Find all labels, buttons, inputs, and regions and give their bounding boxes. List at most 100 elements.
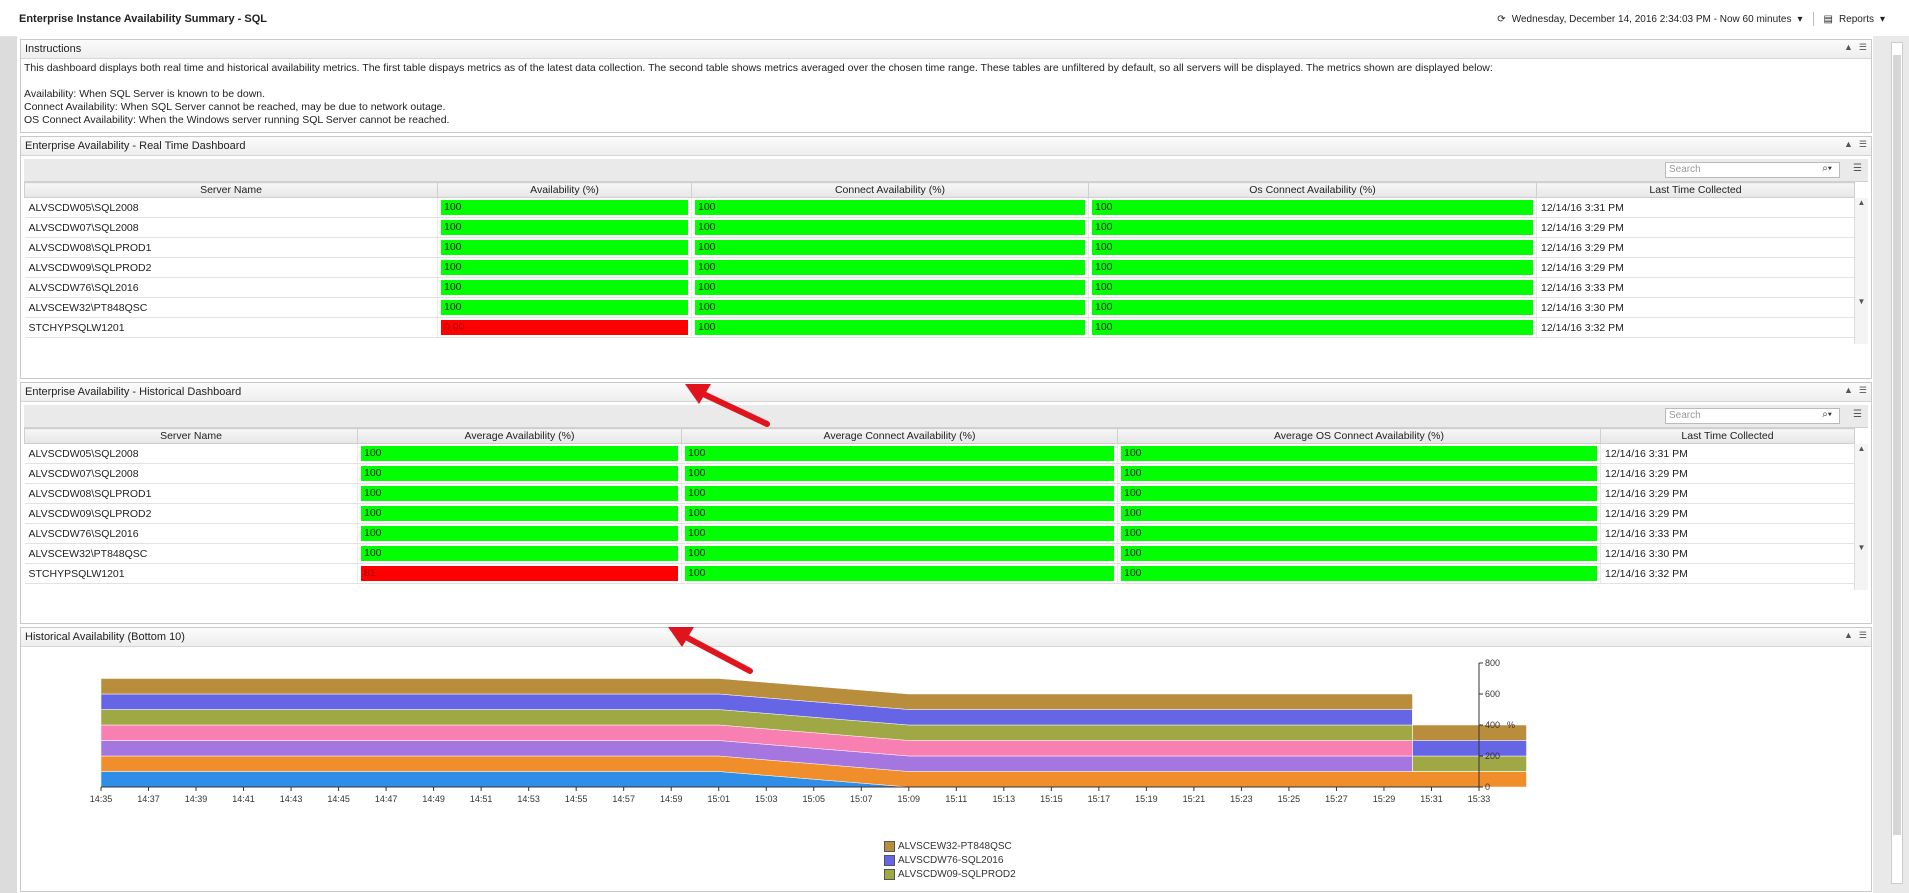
x-tick-label: 15:15 — [1040, 794, 1063, 804]
table-cell: 0.00 — [437, 317, 692, 338]
table-cell: 100 — [357, 523, 682, 544]
search-input[interactable]: Search — [1665, 162, 1840, 178]
table-scrollbar[interactable]: ▲ ▼ — [1854, 198, 1868, 344]
x-tick-label: 14:57 — [612, 794, 635, 804]
column-header[interactable]: Server Name — [24, 428, 358, 444]
table-cell: 100 — [691, 297, 1089, 318]
reports-dropdown-icon[interactable]: ▾ — [1879, 13, 1885, 25]
legend-item[interactable]: ALVSCEW32-PT848QSC — [884, 839, 1016, 853]
table-row[interactable]: ALVSCDW08\SQLPROD1 100 100 100 12/14/16 3:29… — [24, 237, 1855, 258]
table-cell: STCHYPSQLW1201 — [24, 317, 438, 338]
column-header[interactable]: Connect Availability (%) — [691, 182, 1089, 198]
collapse-icon[interactable]: ▲ — [1844, 42, 1853, 52]
table-row[interactable]: ALVSCDW76\SQL2016 100 100 100 12/14/16 3:33 … — [24, 277, 1855, 298]
column-header[interactable]: Last Time Collected — [1600, 428, 1855, 444]
collapse-icon[interactable]: ▲ — [1844, 139, 1853, 149]
x-tick-label: 14:39 — [185, 794, 208, 804]
value-bar: 100 — [361, 466, 678, 481]
table-cell: 100 — [437, 217, 692, 238]
column-menu-icon[interactable]: ☰ — [1853, 163, 1862, 174]
historical-table: Server Name Average Availability (%) Ave… — [24, 428, 1855, 584]
table-row[interactable]: ALVSCDW07\SQL2008 100 100 100 12/14/16 3:29 … — [24, 217, 1855, 238]
column-header[interactable]: Last Time Collected — [1536, 182, 1855, 198]
x-tick-label: 15:09 — [898, 794, 921, 804]
search-icon[interactable]: ⌕▾ — [1822, 163, 1832, 174]
scrollbar-thumb[interactable] — [1893, 55, 1901, 835]
value-bar: 100 — [1121, 466, 1597, 481]
search-input[interactable]: Search — [1665, 408, 1840, 424]
column-header[interactable]: Os Connect Availability (%) — [1088, 182, 1537, 198]
column-header[interactable]: Availability (%) — [437, 182, 692, 198]
legend-label: ALVSCDW09-SQLPROD2 — [898, 868, 1016, 880]
table-cell: 100 — [1088, 297, 1537, 318]
table-scrollbar[interactable]: ▲ ▼ — [1854, 444, 1868, 590]
table-row[interactable]: STCHYPSQLW1201 0.00 100 100 12/14/16 3:32 PM — [24, 317, 1855, 338]
annotation-arrow — [685, 384, 770, 427]
time-range-selector[interactable]: Wednesday, December 14, 2016 2:34:03 PM … — [1511, 13, 1792, 25]
refresh-icon[interactable]: ⟳ — [1497, 13, 1506, 25]
panel-menu-icon[interactable]: ☰ — [1858, 42, 1867, 52]
x-tick-label: 14:45 — [327, 794, 350, 804]
table-cell: 12/14/16 3:31 PM — [1600, 443, 1855, 464]
legend-swatch — [884, 868, 895, 880]
panel-header: Historical Availability (Bottom 10) ▲ ☰ — [21, 628, 1871, 647]
value-bar: 100 — [361, 446, 678, 461]
panel-header: Enterprise Availability - Historical Das… — [21, 383, 1871, 402]
value-bar: 100 — [685, 486, 1114, 501]
dashboard-content: Instructions ▲ ☰ This dashboard displays … — [17, 36, 1873, 893]
table-row[interactable]: ALVSCDW76\SQL2016 100 100 100 12/14/16 3:33 … — [24, 523, 1855, 544]
reports-icon[interactable]: ▤ — [1823, 13, 1833, 25]
panel-menu-icon[interactable]: ☰ — [1858, 630, 1867, 640]
table-cell: 12/14/16 3:29 PM — [1536, 217, 1855, 238]
table-cell: ALVSCDW09\SQLPROD2 — [24, 257, 438, 278]
table-cell: 100 — [691, 257, 1089, 278]
table-row[interactable]: ALVSCDW09\SQLPROD2 100 100 100 12/14/16 3:29… — [24, 503, 1855, 524]
chevron-down-icon[interactable]: ▾ — [1797, 13, 1803, 25]
x-tick-label: 15:01 — [707, 794, 730, 804]
table-cell: ALVSCEW32\PT848QSC — [24, 543, 358, 564]
table-row[interactable]: ALVSCDW05\SQL2008 100 100 100 12/14/16 3:31 … — [24, 443, 1855, 464]
table-row[interactable]: ALVSCDW05\SQL2008 100 100 100 12/14/16 3:31 … — [24, 197, 1855, 218]
reports-button[interactable]: Reports — [1838, 13, 1874, 25]
table-row[interactable]: ALVSCEW32\PT848QSC 100 100 100 12/14/16 3:30… — [24, 297, 1855, 318]
value-bar: 100 — [1121, 486, 1597, 501]
column-header[interactable]: Average Connect Availability (%) — [681, 428, 1118, 444]
table-cell: 100 — [1117, 563, 1601, 584]
instruction-line: Availability: When SQL Server is known t… — [24, 88, 266, 100]
value-bar: 100 — [695, 280, 1085, 295]
legend-item[interactable]: ALVSCDW09-SQLPROD2 — [884, 867, 1016, 881]
column-header[interactable]: Average OS Connect Availability (%) — [1117, 428, 1601, 444]
column-header[interactable]: Server Name — [24, 182, 438, 198]
panel-menu-icon[interactable]: ☰ — [1858, 139, 1867, 149]
table-row[interactable]: ALVSCDW09\SQLPROD2 100 100 100 12/14/16 3:29… — [24, 257, 1855, 278]
panel-menu-icon[interactable]: ☰ — [1858, 385, 1867, 395]
table-cell: 12/14/16 3:29 PM — [1536, 237, 1855, 258]
table-cell: ALVSCDW07\SQL2008 — [24, 463, 358, 484]
column-header[interactable]: Average Availability (%) — [357, 428, 682, 444]
table-row[interactable]: ALVSCEW32\PT848QSC 100 100 100 12/14/16 3:30… — [24, 543, 1855, 564]
value-bar: 100 — [361, 486, 678, 501]
value-bar: 100 — [441, 300, 688, 315]
value-bar: 100 — [441, 200, 688, 215]
x-tick-label: 15:23 — [1230, 794, 1253, 804]
value-bar: 100 — [1121, 566, 1597, 581]
page-scrollbar[interactable] — [1891, 42, 1903, 884]
collapse-icon[interactable]: ▲ — [1844, 385, 1853, 395]
search-icon[interactable]: ⌕▾ — [1822, 409, 1832, 420]
table-cell: 100 — [1088, 237, 1537, 258]
table-cell: 12/14/16 3:30 PM — [1600, 543, 1855, 564]
x-tick-label: 15:13 — [993, 794, 1016, 804]
legend-item[interactable]: ALVSCDW76-SQL2016 — [884, 853, 1016, 867]
table-cell: 100 — [681, 543, 1118, 564]
table-row[interactable]: ALVSCDW08\SQLPROD1 100 100 100 12/14/16 3:29… — [24, 483, 1855, 504]
column-menu-icon[interactable]: ☰ — [1853, 409, 1862, 420]
x-tick-label: 14:41 — [232, 794, 255, 804]
table-row[interactable]: ALVSCDW07\SQL2008 100 100 100 12/14/16 3:29 … — [24, 463, 1855, 484]
collapse-icon[interactable]: ▲ — [1844, 630, 1853, 640]
value-bar: 100 — [1092, 240, 1533, 255]
table-cell: 100 — [681, 483, 1118, 504]
table-row[interactable]: STCHYPSQLW1201 81 100 100 12/14/16 3:32 PM — [24, 563, 1855, 584]
value-bar: 100 — [1092, 260, 1533, 275]
panel-title: Enterprise Availability - Historical Das… — [25, 386, 242, 398]
table-cell: ALVSCDW08\SQLPROD1 — [24, 483, 358, 504]
